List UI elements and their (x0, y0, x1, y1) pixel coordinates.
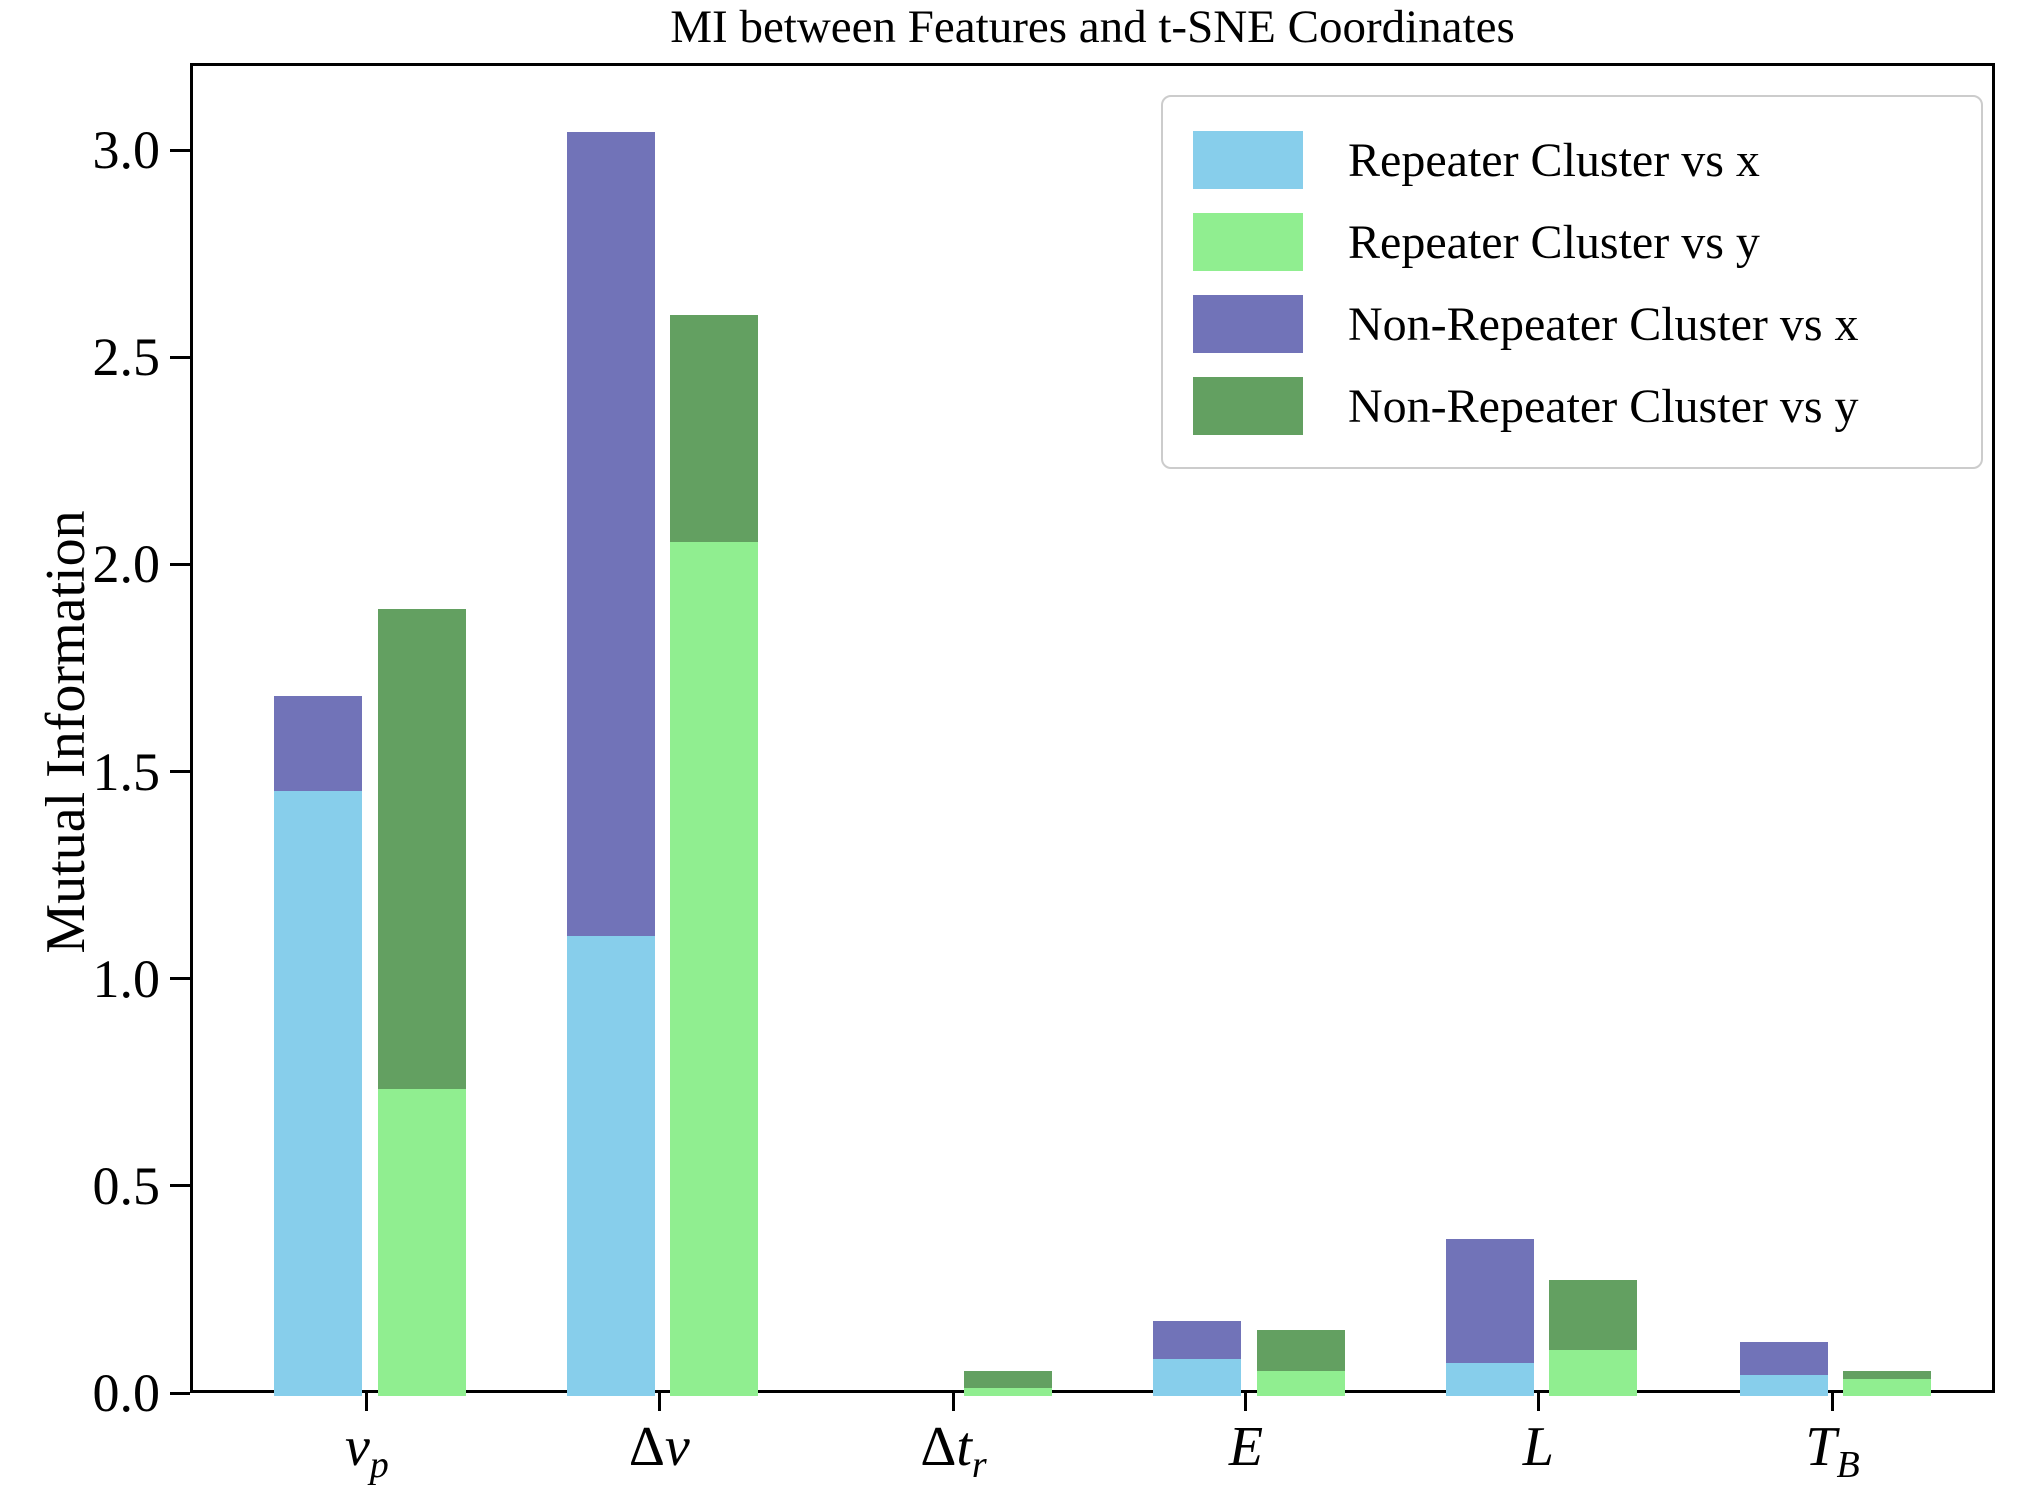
chart-title: MI between Features and t-SNE Coordinate… (670, 1, 1515, 53)
bar-E-non-repeater-cluster-vs-y (1256, 1329, 1345, 1372)
legend-label-repeater-x: Repeater Cluster vs x (1348, 133, 1760, 187)
bar-νp-non-repeater-cluster-vs-y (377, 608, 466, 1090)
y-tick-mark (170, 977, 190, 981)
bar-Δν-non-repeater-cluster-vs-x (566, 132, 655, 937)
x-tick-label-E: E (1228, 1416, 1264, 1478)
bar-νp-non-repeater-cluster-vs-x (274, 695, 363, 792)
x-tick-label-Δtr: Δtr (920, 1416, 987, 1486)
x-tick-label-TB: TB (1805, 1416, 1860, 1486)
bar-E-repeater-cluster-vs-x (1153, 1358, 1242, 1396)
legend-swatch-repeater-y-icon (1193, 213, 1303, 271)
legend-item-nonrepeater-y: Non-Repeater Cluster vs y (1163, 367, 1981, 445)
x-tick-label-L: L (1522, 1416, 1554, 1478)
bar-TB-repeater-cluster-vs-x (1739, 1375, 1828, 1396)
bar-Δtr-non-repeater-cluster-vs-y (964, 1371, 1053, 1388)
bar-L-repeater-cluster-vs-y (1549, 1350, 1638, 1396)
legend-item-repeater-x: Repeater Cluster vs x (1163, 121, 1981, 199)
x-tick-mark (365, 1393, 369, 1411)
legend-label-repeater-y: Repeater Cluster vs y (1348, 215, 1760, 269)
bar-TB-non-repeater-cluster-vs-x (1739, 1342, 1828, 1376)
y-tick-label: 0.0 (92, 1363, 161, 1423)
x-tick-mark (1831, 1393, 1835, 1411)
x-tick-mark (952, 1393, 955, 1411)
y-tick-label: 2.5 (92, 327, 161, 388)
legend-item-repeater-y: Repeater Cluster vs y (1163, 203, 1981, 281)
legend-label-nonrepeater-y: Non-Repeater Cluster vs y (1348, 379, 1859, 433)
bar-L-non-repeater-cluster-vs-x (1445, 1238, 1534, 1363)
y-tick-label: 1.5 (92, 741, 161, 802)
y-tick-mark (170, 1184, 190, 1188)
bar-Δν-repeater-cluster-vs-y (669, 542, 759, 1396)
bar-E-repeater-cluster-vs-y (1256, 1371, 1345, 1396)
y-tick-label: 3.0 (92, 120, 161, 180)
y-tick-label: 0.5 (92, 1155, 161, 1216)
x-tick-mark (657, 1393, 661, 1411)
y-tick-label: 2.0 (92, 534, 161, 595)
y-tick-label: 1.0 (92, 948, 161, 1009)
bar-Δν-repeater-cluster-vs-x (566, 936, 655, 1396)
x-tick-mark (1536, 1393, 1540, 1411)
legend-swatch-repeater-x-icon (1193, 131, 1303, 189)
bar-νp-repeater-cluster-vs-x (274, 791, 363, 1396)
bar-TB-non-repeater-cluster-vs-y (1843, 1371, 1932, 1380)
legend-swatch-nonrepeater-x-icon (1193, 295, 1303, 353)
y-tick-mark (170, 1391, 190, 1395)
y-tick-mark (170, 355, 190, 359)
bar-L-non-repeater-cluster-vs-y (1549, 1279, 1638, 1351)
plot-area: Repeater Cluster vs x Repeater Cluster v… (190, 63, 1995, 1396)
bar-TB-repeater-cluster-vs-y (1843, 1379, 1932, 1396)
bar-νp-repeater-cluster-vs-y (377, 1089, 466, 1396)
bar-Δtr-repeater-cluster-vs-y (964, 1387, 1053, 1396)
legend: Repeater Cluster vs x Repeater Cluster v… (1161, 95, 1983, 469)
legend-item-nonrepeater-x: Non-Repeater Cluster vs x (1163, 285, 1981, 363)
bar-E-non-repeater-cluster-vs-x (1153, 1321, 1242, 1359)
y-tick-mark (170, 562, 190, 566)
y-tick-mark (170, 148, 190, 152)
x-tick-label-Δν: Δν (628, 1416, 690, 1478)
bar-Δν-non-repeater-cluster-vs-y (669, 314, 759, 543)
y-tick-mark (170, 770, 190, 773)
legend-label-nonrepeater-x: Non-Repeater Cluster vs x (1348, 297, 1859, 351)
x-tick-mark (1244, 1393, 1248, 1411)
bar-L-repeater-cluster-vs-x (1445, 1362, 1534, 1396)
x-tick-label-νp: νp (344, 1416, 389, 1486)
legend-swatch-nonrepeater-y-icon (1193, 377, 1303, 435)
